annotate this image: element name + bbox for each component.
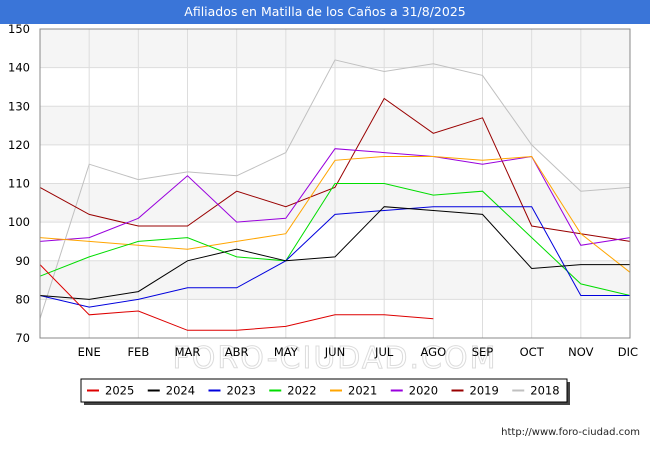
x-tick-label: OCT	[520, 345, 545, 359]
series-line-2024	[39, 206, 630, 300]
y-tick-label: 80	[15, 292, 30, 306]
x-tick-labels: ENE FEB MAR ABR MAY JUN JUL AGO SEP OCT NOV DIC	[78, 345, 638, 359]
y-tick-label: 110	[8, 177, 30, 191]
x-tick-label: FEB	[127, 345, 149, 359]
y-tick-label: 130	[8, 99, 30, 113]
x-tick-label: MAY	[274, 345, 299, 359]
series-line-2021	[39, 155, 631, 273]
x-tick-label: AGO	[421, 345, 447, 359]
x-tick-label: ABR	[225, 345, 249, 359]
chart-title: Afiliados en Matilla de los Caños a 31/8…	[0, 0, 650, 24]
legend: 2025 2024 2023 2022 2021 2020 2019 2018	[80, 378, 570, 405]
legend-label-2023: 2023	[227, 384, 256, 398]
x-tick-label: SEP	[472, 345, 494, 359]
y-tick-label: 100	[8, 215, 30, 229]
series-line-2025	[39, 264, 434, 331]
legend-label-2025: 2025	[105, 384, 134, 398]
legend-label-2022: 2022	[287, 384, 316, 398]
plot-border	[39, 28, 631, 339]
x-tick-label: NOV	[568, 345, 593, 359]
legend-label-2021: 2021	[348, 384, 377, 398]
source-url: http://www.foro-ciudad.com	[501, 427, 640, 438]
series-line-2018	[39, 59, 631, 319]
x-tick-label: MAR	[175, 345, 201, 359]
watermark: FORO-CIUDAD.COM	[173, 341, 498, 376]
series-layer	[39, 59, 631, 331]
legend-label-2019: 2019	[470, 384, 499, 398]
legend-label-2020: 2020	[409, 384, 438, 398]
x-tick-label: JUL	[374, 345, 394, 359]
y-tick-labels: 70 80 90 100 110 120 130 140 150	[8, 22, 30, 345]
series-line-2023	[39, 206, 630, 308]
x-tick-label: ENE	[78, 345, 101, 359]
y-tick-label: 140	[8, 61, 30, 75]
y-tick-label: 70	[15, 331, 30, 345]
y-tick-label: 150	[8, 22, 30, 36]
y-tick-label: 120	[8, 138, 30, 152]
legend-label-2024: 2024	[166, 384, 195, 398]
series-line-2019	[39, 97, 631, 242]
watermark-layer: FORO-CIUDAD.COM	[172, 341, 498, 377]
legend-box	[80, 378, 568, 403]
series-line-2022	[39, 183, 631, 296]
x-tick-label: JUN	[324, 345, 345, 359]
x-tick-label: DIC	[618, 345, 638, 359]
legend-label-2018: 2018	[530, 384, 559, 398]
y-tick-label: 90	[15, 254, 30, 268]
